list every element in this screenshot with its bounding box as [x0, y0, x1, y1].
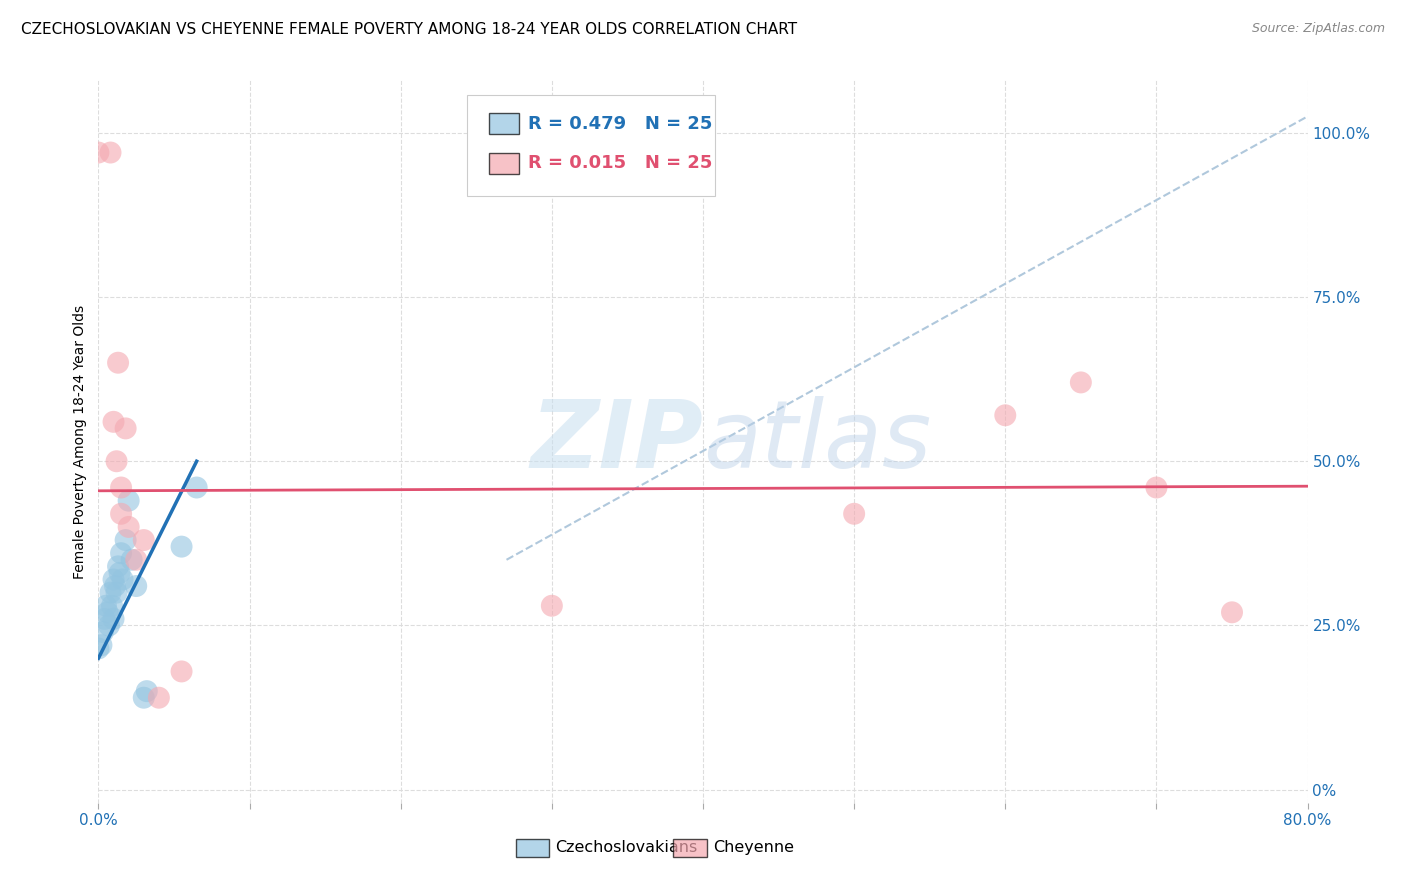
Point [87, 145, 110, 160]
Point [105, 454, 128, 468]
Point [118, 493, 141, 508]
Point [540, 599, 562, 613]
FancyBboxPatch shape [672, 838, 707, 857]
Point [186, 481, 208, 495]
Point [100, 585, 122, 599]
Point [125, 553, 148, 567]
Point [96, 605, 118, 619]
Point [1070, 376, 1092, 390]
Point [87, 641, 110, 656]
Point [94, 599, 117, 613]
Text: R = 0.479   N = 25: R = 0.479 N = 25 [527, 115, 711, 133]
Text: atlas: atlas [703, 396, 931, 487]
Y-axis label: Female Poverty Among 18-24 Year Olds: Female Poverty Among 18-24 Year Olds [73, 304, 87, 579]
Point [125, 579, 148, 593]
Point [114, 533, 136, 547]
Point [114, 421, 136, 435]
Point [121, 553, 143, 567]
Point [1144, 481, 1167, 495]
Point [107, 356, 129, 370]
Point [844, 507, 866, 521]
Text: R = 0.015   N = 25: R = 0.015 N = 25 [527, 154, 711, 172]
Point [103, 612, 125, 626]
Point [108, 566, 131, 580]
FancyBboxPatch shape [516, 838, 550, 857]
Point [110, 507, 132, 521]
Point [98, 618, 121, 632]
Text: Cheyenne: Cheyenne [713, 840, 793, 855]
Text: Czechoslovakians: Czechoslovakians [555, 840, 697, 855]
Point [132, 533, 155, 547]
Point [103, 415, 125, 429]
Point [148, 690, 170, 705]
FancyBboxPatch shape [489, 153, 519, 174]
FancyBboxPatch shape [489, 112, 519, 135]
Point [110, 481, 132, 495]
Point [1220, 605, 1243, 619]
Point [110, 546, 132, 560]
Point [100, 145, 122, 160]
Point [111, 573, 134, 587]
Point [135, 684, 157, 698]
Point [170, 540, 193, 554]
Text: CZECHOSLOVAKIAN VS CHEYENNE FEMALE POVERTY AMONG 18-24 YEAR OLDS CORRELATION CHA: CZECHOSLOVAKIAN VS CHEYENNE FEMALE POVER… [21, 22, 797, 37]
Point [118, 520, 141, 534]
Text: ZIP: ZIP [530, 395, 703, 488]
Point [90, 638, 112, 652]
Point [91, 625, 114, 640]
Point [107, 559, 129, 574]
Point [101, 599, 124, 613]
Point [132, 690, 155, 705]
Point [93, 612, 115, 626]
Point [103, 573, 125, 587]
Point [170, 665, 193, 679]
Point [104, 579, 127, 593]
Text: Source: ZipAtlas.com: Source: ZipAtlas.com [1251, 22, 1385, 36]
Point [105, 585, 128, 599]
Point [994, 409, 1017, 423]
FancyBboxPatch shape [467, 95, 716, 196]
